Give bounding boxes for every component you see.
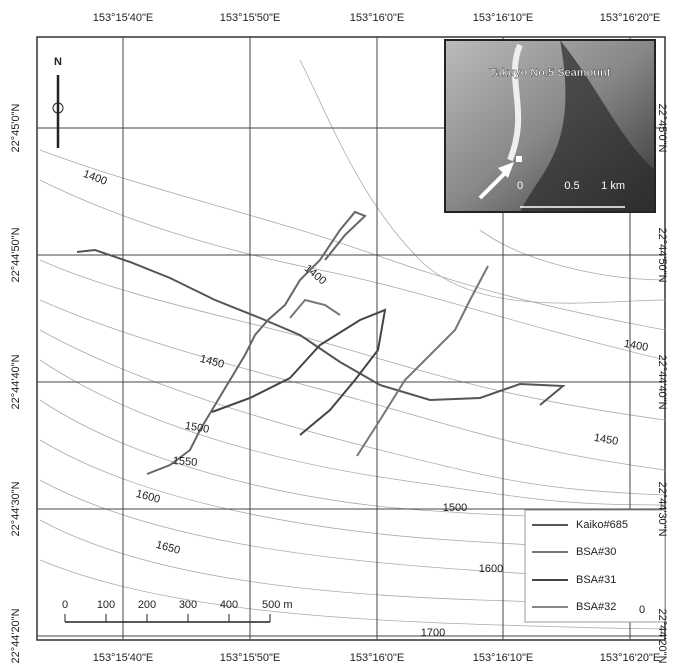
- contour-label: 1600: [479, 563, 503, 575]
- map: N Takuyo No.5 Seamount 153°15'40"E 153°15…: [0, 0, 673, 668]
- longitude-label: 153°16'10"E: [473, 12, 534, 24]
- latitude-label: 22°45'0"N: [10, 103, 22, 152]
- longitude-label: 153°15'40"E: [93, 12, 154, 24]
- contour-label: 0: [639, 604, 645, 616]
- legend-label: BSA#30: [576, 546, 616, 558]
- latitude-label: 22°45'0"N: [656, 104, 668, 153]
- inset-scale-label: 1 km: [601, 180, 625, 192]
- latitude-label: 22°44'30"N: [10, 481, 22, 536]
- scale-label: 0: [62, 599, 68, 611]
- contour-label: 1500: [443, 502, 467, 514]
- latitude-label: 22°44'40"N: [656, 354, 668, 409]
- scale-label: 400: [220, 599, 238, 611]
- latitude-label: 22°44'50"N: [656, 227, 668, 282]
- scale-label: 200: [138, 599, 156, 611]
- latitude-label: 22°44'20"N: [656, 608, 668, 663]
- longitude-label: 153°15'50"E: [220, 652, 281, 664]
- longitude-label: 153°16'20"E: [600, 652, 661, 664]
- scale-label: 300: [179, 599, 197, 611]
- inset-scale-label: 0: [517, 180, 523, 192]
- latitude-label: 22°44'40"N: [10, 354, 22, 409]
- latitude-label: 22°44'20"N: [10, 608, 22, 663]
- north-label: N: [54, 56, 62, 68]
- legend-label: BSA#31: [576, 574, 616, 586]
- inset-scale-label: 0.5: [564, 180, 579, 192]
- longitude-label: 153°16'0"E: [350, 652, 404, 664]
- longitude-label: 153°15'50"E: [220, 12, 281, 24]
- longitude-label: 153°16'0"E: [350, 12, 404, 24]
- page: N Takuyo No.5 Seamount 153°15'40"E 153°15…: [0, 0, 673, 668]
- longitude-label: 153°16'20"E: [600, 12, 661, 24]
- contour-label: 1550: [172, 455, 197, 469]
- longitude-label: 153°15'40"E: [93, 652, 154, 664]
- scale-label: 500 m: [262, 599, 293, 611]
- latitude-label: 22°44'30"N: [656, 481, 668, 536]
- inset-title: Takuyo No.5 Seamount: [490, 67, 611, 79]
- longitude-label: 153°16'10"E: [473, 652, 534, 664]
- contour-label: 1700: [421, 627, 445, 639]
- latitude-label: 22°44'50"N: [10, 227, 22, 282]
- legend-label: Kaiko#685: [576, 519, 628, 531]
- legend-label: BSA#32: [576, 601, 616, 613]
- scale-label: 100: [97, 599, 115, 611]
